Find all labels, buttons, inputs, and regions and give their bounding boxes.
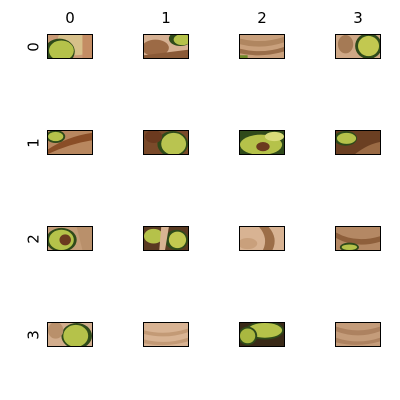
tile-r2-c3: [335, 226, 381, 251]
tile-r3-c3: [335, 322, 381, 347]
column-label-1: 1: [161, 9, 171, 27]
tile-r0-c3: [335, 34, 381, 59]
tile-r0-c0: [47, 34, 93, 59]
tile-r2-c1: [143, 226, 189, 251]
row-label-0: 0: [24, 42, 43, 52]
tile-r2-c2: [239, 226, 285, 251]
column-label-0: 0: [65, 9, 75, 27]
tile-r3-c0: [47, 322, 93, 347]
tile-r1-c0: [47, 130, 93, 155]
tile-r1-c2: [239, 130, 285, 155]
tile-r0-c2: [239, 34, 285, 59]
tile-r2-c0: [47, 226, 93, 251]
tile-r3-c2: [239, 322, 285, 347]
row-label-2: 2: [24, 234, 43, 244]
tile-r3-c1: [143, 322, 189, 347]
column-label-2: 2: [257, 9, 267, 27]
column-label-3: 3: [353, 9, 363, 27]
tile-r0-c1: [143, 34, 189, 59]
tile-r1-c1: [143, 130, 189, 155]
tile-r1-c3: [335, 130, 381, 155]
row-label-1: 1: [24, 138, 43, 148]
row-label-3: 3: [24, 330, 43, 340]
